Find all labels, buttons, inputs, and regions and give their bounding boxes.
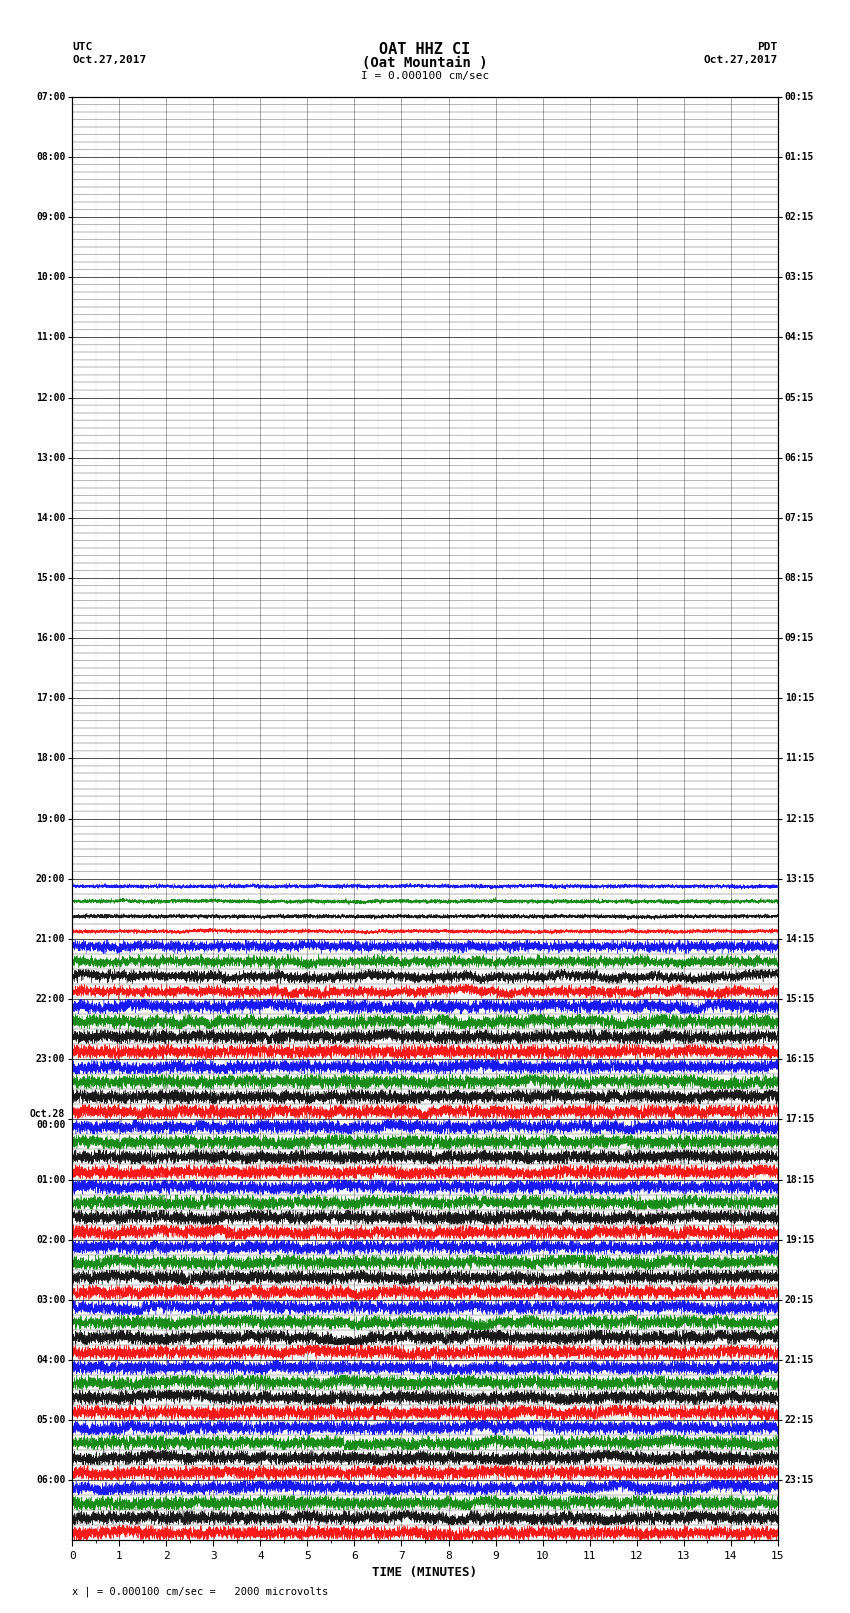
Text: I = 0.000100 cm/sec: I = 0.000100 cm/sec [361, 71, 489, 81]
Text: (Oat Mountain ): (Oat Mountain ) [362, 56, 488, 71]
Text: Oct.27,2017: Oct.27,2017 [72, 55, 146, 65]
Text: OAT HHZ CI: OAT HHZ CI [379, 42, 471, 56]
Text: x | = 0.000100 cm/sec =   2000 microvolts: x | = 0.000100 cm/sec = 2000 microvolts [72, 1586, 328, 1597]
Text: PDT: PDT [757, 42, 778, 52]
Text: Oct.27,2017: Oct.27,2017 [704, 55, 778, 65]
Text: UTC: UTC [72, 42, 93, 52]
X-axis label: TIME (MINUTES): TIME (MINUTES) [372, 1566, 478, 1579]
